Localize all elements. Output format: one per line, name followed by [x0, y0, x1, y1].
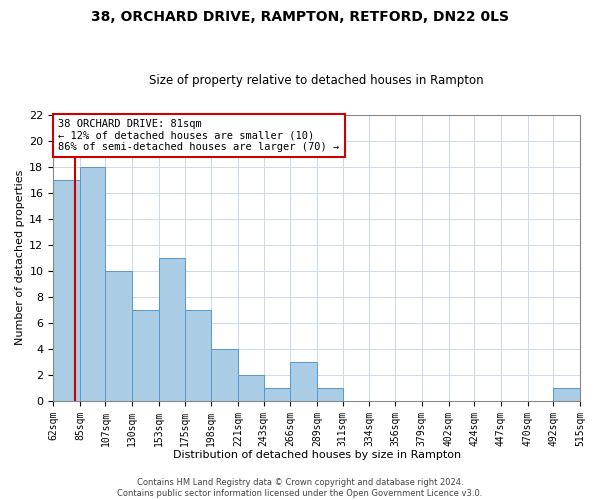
Bar — [290, 362, 317, 401]
Bar — [80, 166, 106, 401]
Text: Contains HM Land Registry data © Crown copyright and database right 2024.
Contai: Contains HM Land Registry data © Crown c… — [118, 478, 482, 498]
Bar — [185, 310, 211, 401]
Bar — [53, 180, 80, 401]
Bar — [159, 258, 185, 401]
Bar — [553, 388, 580, 401]
Text: 38, ORCHARD DRIVE, RAMPTON, RETFORD, DN22 0LS: 38, ORCHARD DRIVE, RAMPTON, RETFORD, DN2… — [91, 10, 509, 24]
X-axis label: Distribution of detached houses by size in Rampton: Distribution of detached houses by size … — [173, 450, 461, 460]
Bar — [263, 388, 290, 401]
Text: 38 ORCHARD DRIVE: 81sqm
← 12% of detached houses are smaller (10)
86% of semi-de: 38 ORCHARD DRIVE: 81sqm ← 12% of detache… — [58, 119, 340, 152]
Bar — [211, 349, 238, 401]
Bar — [317, 388, 343, 401]
Bar — [132, 310, 159, 401]
Y-axis label: Number of detached properties: Number of detached properties — [15, 170, 25, 346]
Bar — [106, 270, 132, 401]
Bar — [238, 375, 263, 401]
Title: Size of property relative to detached houses in Rampton: Size of property relative to detached ho… — [149, 74, 484, 87]
